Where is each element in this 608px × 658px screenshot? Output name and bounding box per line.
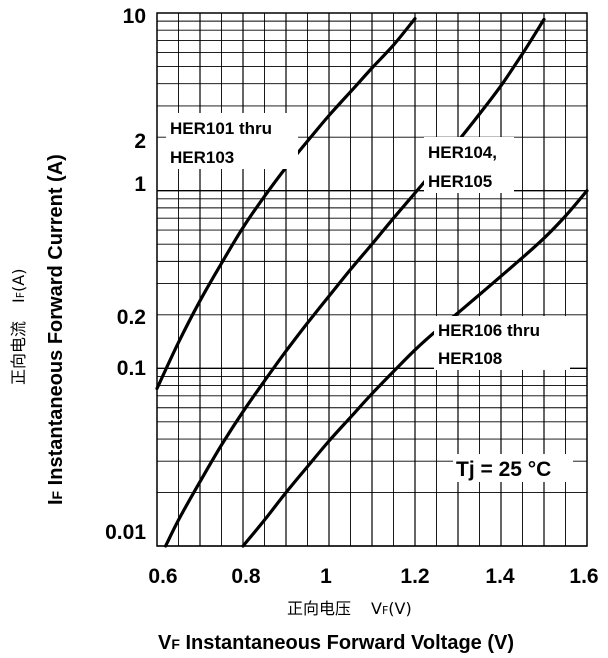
y-tick-label-0.1: 0.1	[117, 357, 147, 380]
x-tick-label-1.6: 1.6	[569, 565, 598, 588]
y-tick-label-1: 1	[134, 173, 146, 196]
x-tick-label-1.2: 1.2	[400, 565, 429, 588]
series-label-1-bg	[166, 113, 298, 169]
temperature-annotation-bg	[453, 454, 573, 482]
series-label-3-line-2: HER108	[438, 349, 502, 368]
series-curve-2	[164, 17, 546, 548]
series-label-2-line-1: HER104,	[428, 143, 497, 162]
y-axis-label: IF Instantaneous Forward Current (A)	[45, 154, 67, 505]
y-tick-label-0.01: 0.01	[105, 521, 146, 544]
series-label-3-bg	[434, 316, 570, 370]
series-label-1-line-2: HER103	[170, 148, 234, 167]
x-tick-label-0.8: 0.8	[231, 565, 261, 588]
x-tick-label-1.4: 1.4	[485, 565, 515, 588]
series-label-1-line-1: HER101 thru	[170, 119, 272, 138]
x-tick-label-0.6: 0.6	[148, 565, 177, 588]
y-tick-label-2: 2	[134, 130, 146, 153]
series-label-2-line-2: HER105	[428, 172, 492, 191]
plot-frame	[156, 12, 588, 547]
y-axis-label-chinese: 正向电流IF(A)	[9, 269, 28, 386]
y-tick-label-0.2: 0.2	[117, 306, 146, 329]
x-axis-label: VF Instantaneous Forward Voltage (V)	[158, 632, 514, 654]
y-tick-label-10: 10	[123, 5, 146, 28]
temperature-annotation: Tj = 25 °C	[456, 458, 551, 481]
series-label-3-line-1: HER106 thru	[438, 321, 540, 340]
x-axis-label-chinese: 正向电压 VF(V)	[287, 599, 412, 618]
x-tick-label-1: 1	[320, 565, 332, 588]
series-label-2-bg	[424, 137, 514, 193]
series-curve-3	[241, 189, 589, 548]
